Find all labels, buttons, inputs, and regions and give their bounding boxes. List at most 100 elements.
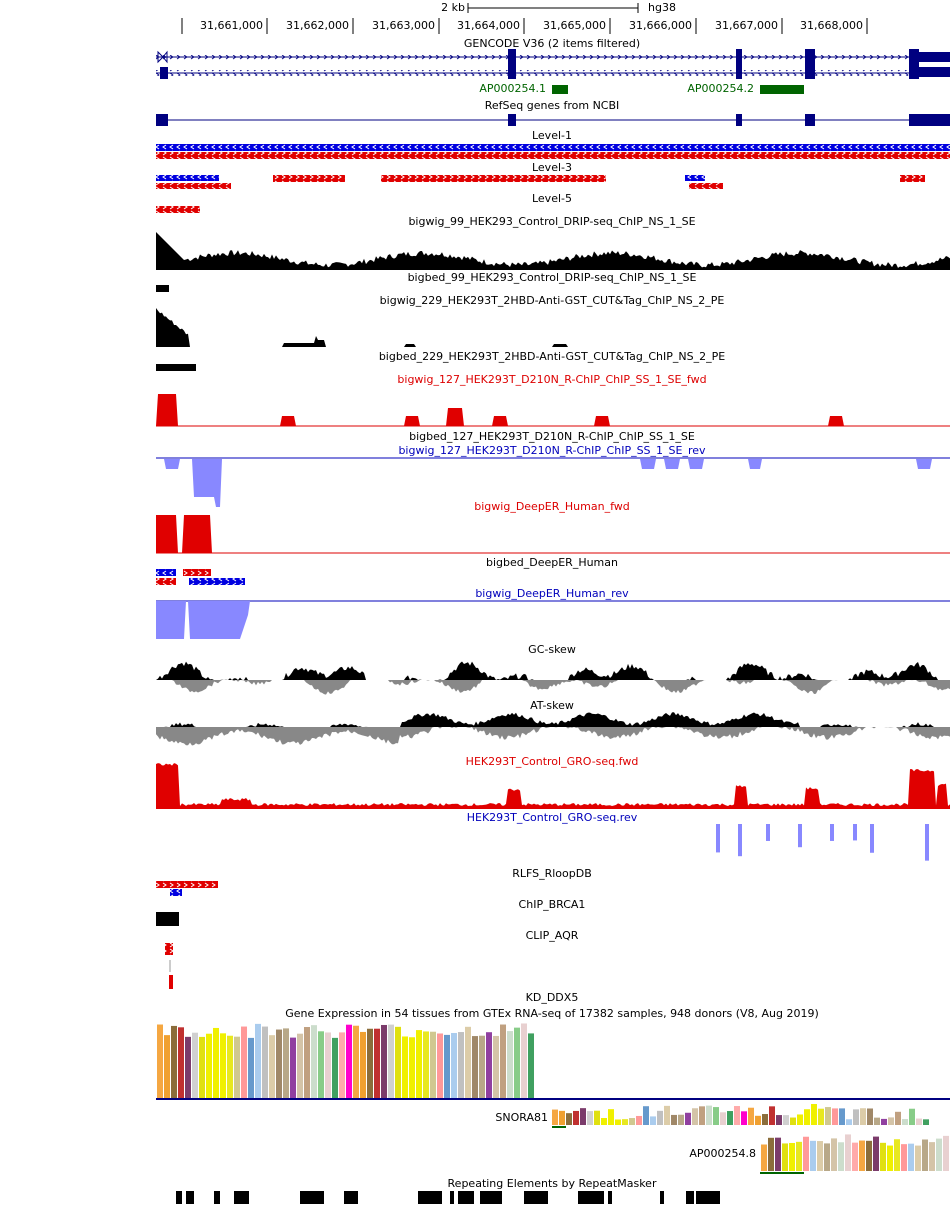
signal [766,824,770,841]
expression-bar [353,1025,359,1098]
expression-bar [423,1031,429,1098]
expression-bar [706,1105,712,1125]
track-label: Gene Expression in 54 tissues from GTEx … [285,1007,819,1020]
ruler-label: 31,662,000 [286,19,349,32]
expression-bar [768,1137,774,1171]
feature [760,85,804,94]
expression-bar [776,1115,782,1125]
repeat-element [480,1191,502,1204]
expression-bar [664,1105,670,1125]
expression-bar [832,1108,838,1125]
expression-bar [566,1113,572,1125]
track-label: GC-skew [528,643,576,656]
track-label: GENCODE V36 (2 items filtered) [464,37,640,50]
expression-bar [458,1032,464,1098]
track-label: RefSeq genes from NCBI [485,99,620,112]
expression-bar [500,1024,506,1098]
repeat-element [660,1191,664,1204]
expression-bar [395,1026,401,1098]
track-label: Level-5 [532,192,572,205]
expression-bar [297,1033,303,1098]
signal [156,763,950,809]
expression-bar [761,1144,767,1171]
expression-bar [769,1106,775,1125]
expression-bar [157,1024,163,1098]
expression-bar [901,1144,907,1171]
expression-bar [727,1111,733,1125]
expression-bar [234,1036,240,1098]
expression-bar [311,1025,317,1098]
repeat-element [176,1191,182,1204]
exon [508,49,516,79]
expression-bar [873,1136,879,1171]
expression-bar [339,1032,345,1098]
track-label: bigwig_127_HEK293T_D210N_R-ChIP_ChIP_SS_… [398,444,706,457]
expression-bar [444,1034,450,1098]
track-label: RLFS_RloopDB [512,867,592,880]
expression-bar [573,1110,579,1125]
gencode-track: AP000254.1 AP000254.2 [156,49,950,95]
signal [156,601,950,639]
signal [156,680,950,695]
ruler-label: 31,667,000 [715,19,778,32]
ruler-label: 31,664,000 [457,19,520,32]
expression-bar [720,1112,726,1125]
track-label: bigwig_99_HEK293_Control_DRIP-seq_ChIP_N… [408,215,695,228]
expression-bar [810,1140,816,1171]
expression-bar [908,1143,914,1171]
expression-bar [437,1033,443,1098]
track-label: bigwig_127_HEK293T_D210N_R-ChIP_ChIP_SS_… [397,373,706,386]
ruler-label: 31,663,000 [372,19,435,32]
expression-bar [430,1031,436,1098]
exon [919,52,950,62]
expression-bar [636,1115,642,1125]
track-label: CLIP_AQR [526,929,579,942]
track-label: bigbed_DeepER_Human [486,556,618,569]
gene-start [157,50,168,64]
expression-bar [255,1023,261,1098]
track-label: ChIP_BRCA1 [519,898,586,911]
feature-label: AP000254.2 [687,82,754,95]
expression-bar [894,1139,900,1171]
expression-bar [262,1026,268,1098]
track-label: bigwig_229_HEK293T_2HBD-Anti-GST_CUT&Tag… [380,294,725,307]
track-label: bigbed_99_HEK293_Control_DRIP-seq_ChIP_N… [408,271,697,284]
expression-bar [304,1027,310,1098]
track-label: Level-1 [532,129,572,142]
expression-bar [860,1108,866,1125]
expression-bar [615,1119,621,1125]
gtex-track: SNORA81 AP000254.8 [156,1023,950,1174]
expression-bar [748,1107,754,1125]
exon [909,49,919,79]
expression-bar [171,1025,177,1098]
expression-bar [909,1108,915,1125]
expression-bar [290,1037,296,1098]
bed-features [156,285,950,989]
expression-bar [521,1023,527,1098]
expression-bar [874,1117,880,1125]
track-label: bigwig_DeepER_Human_fwd [474,500,629,513]
expression-bar [360,1031,366,1098]
repeatmasker-track [176,1191,720,1204]
expression-bar [580,1108,586,1125]
exon [160,67,168,79]
expression-bar [783,1115,789,1125]
expression-bar [916,1118,922,1125]
expression-bar [867,1108,873,1125]
expression-bar [587,1111,593,1125]
expression-bar [192,1032,198,1098]
expression-bar [887,1145,893,1171]
expression-bar [915,1145,921,1171]
track-label: HEK293T_Control_GRO-seq.rev [467,811,638,824]
expression-bar [685,1112,691,1125]
expression-bar [164,1035,170,1098]
expression-bar [528,1033,534,1098]
gene-intron [156,70,950,76]
expression-bar [902,1119,908,1125]
signal [156,394,950,426]
signal [738,824,742,857]
expression-bar [824,1143,830,1171]
expression-bar [817,1141,823,1171]
expression-bar [818,1108,824,1125]
